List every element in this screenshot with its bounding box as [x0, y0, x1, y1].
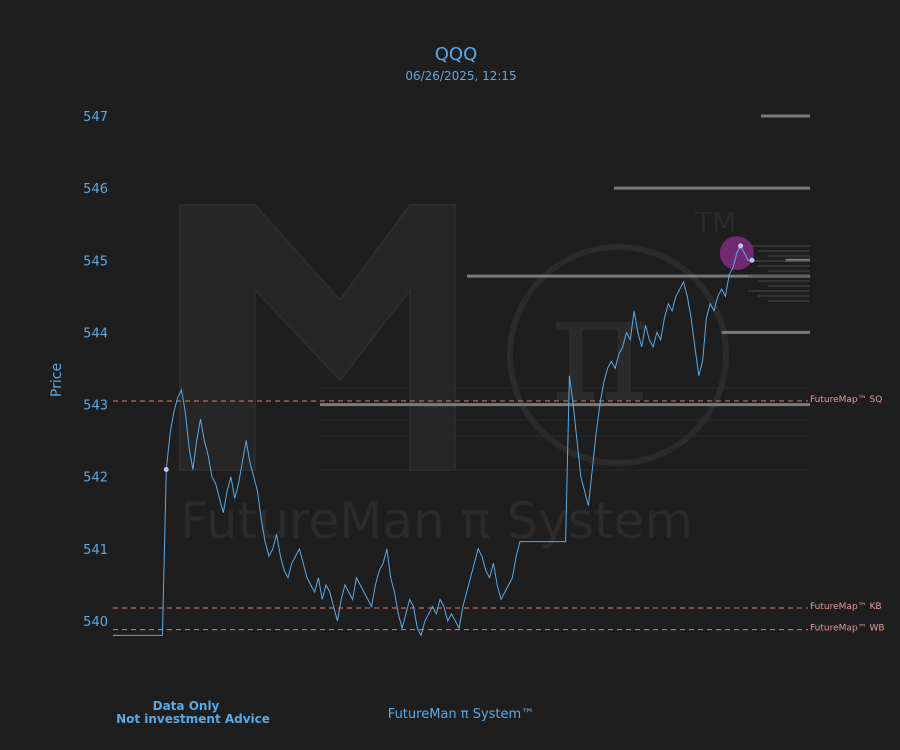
price-marker-point — [163, 467, 169, 472]
futuremap-level-label: FutureMap™ WB — [810, 624, 885, 634]
watermark-tm: TM — [694, 206, 736, 239]
y-tick-label: 540 — [83, 615, 108, 630]
faint-gridlines — [320, 387, 810, 471]
y-tick-label: 542 — [83, 471, 108, 486]
disclaimer-line-2: Not investment Advice — [116, 712, 270, 726]
futuremap-level-label: FutureMap™ KB — [810, 602, 882, 612]
price-marker-point — [749, 257, 755, 263]
futureman-watermark-logo: π TM FutureMan π System — [179, 204, 736, 550]
futuremap-levels: FutureMap™ SQ FutureMap™ KB FutureMap™ WB — [113, 395, 885, 634]
price-markers — [163, 243, 755, 472]
svg-text:π: π — [551, 262, 650, 436]
y-tick-label: 547 — [83, 110, 108, 125]
y-axis-label: Price — [49, 363, 65, 397]
y-tick-label: 543 — [83, 399, 108, 414]
chart-subtitle: 06/26/2025, 12:15 — [405, 69, 516, 83]
watermark-text: FutureMan π System — [180, 492, 693, 550]
futuremap-level-label: FutureMap™ SQ — [810, 395, 882, 405]
y-axis-ticks: 540 541 542 543 544 545 546 547 — [83, 110, 108, 630]
footer-brand: FutureMan π System™ — [388, 707, 534, 722]
y-tick-label: 544 — [83, 326, 108, 341]
price-marker-point — [738, 243, 744, 249]
y-tick-label: 546 — [83, 182, 108, 197]
y-tick-label: 541 — [83, 543, 108, 558]
disclaimer-line-1: Data Only — [153, 699, 220, 713]
y-tick-label: 545 — [83, 254, 108, 269]
chart-title: QQQ — [435, 44, 478, 65]
price-series-line — [113, 244, 752, 637]
volume-profile — [320, 114, 810, 407]
